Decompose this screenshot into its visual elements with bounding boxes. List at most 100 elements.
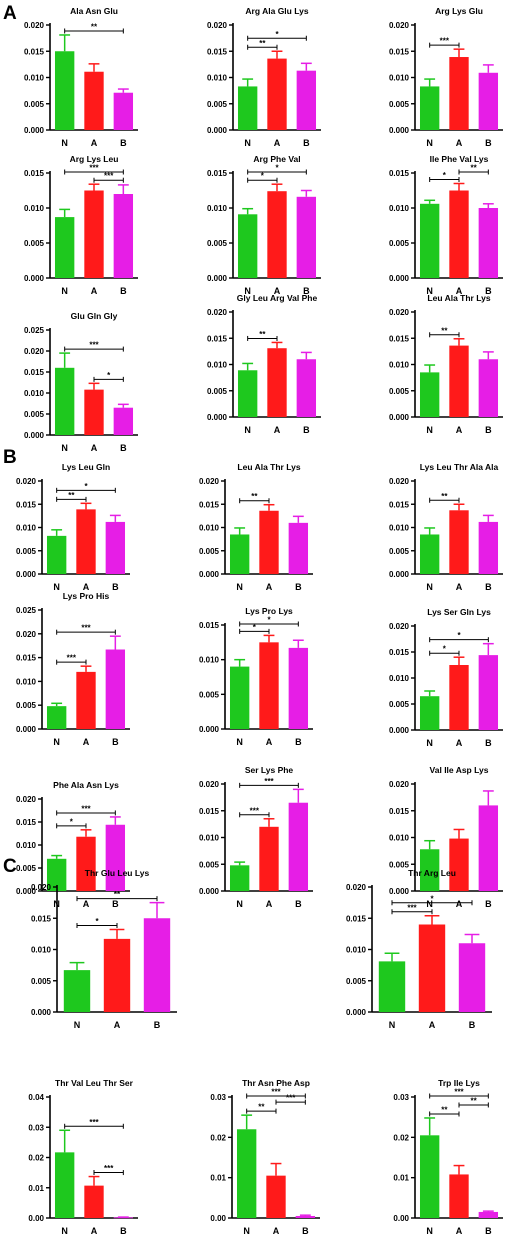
y-tick-label: 0.01 <box>393 1174 409 1183</box>
section-label-c: C <box>3 856 17 877</box>
x-tick-label: B <box>295 582 302 592</box>
y-tick-label: 0.015 <box>207 47 228 56</box>
y-tick-label: 0.005 <box>389 100 410 109</box>
y-tick-label: 0.020 <box>389 308 410 317</box>
bar-b <box>113 92 134 130</box>
chart-title: Thr Asn Phe Asp <box>242 1078 310 1088</box>
significance-label: * <box>457 631 461 640</box>
chart-title: Lys Leu Thr Ala Ala <box>420 462 499 472</box>
y-tick-label: 0.005 <box>199 690 220 699</box>
y-tick-label: 0.01 <box>210 1174 226 1183</box>
bar-b <box>113 1217 134 1219</box>
x-tick-label: N <box>236 737 243 747</box>
y-tick-label: 0.025 <box>16 606 37 615</box>
significance-label: ** <box>91 22 98 31</box>
chart-a-glu-gln-gly: Glu Gln Gly 0.000 0.005 0.010 0.015 0.020 0.02… <box>24 311 138 453</box>
bar-b <box>478 359 499 417</box>
bar-b <box>296 70 317 130</box>
y-tick-label: 0.010 <box>207 74 228 83</box>
significance-label: ** <box>251 492 258 501</box>
y-tick-label: 0.03 <box>210 1093 226 1102</box>
x-tick-label: B <box>120 286 127 296</box>
chart-title: Lys Pro Lys <box>245 606 293 616</box>
y-tick-label: 0.015 <box>389 807 410 816</box>
bar-n <box>54 51 75 130</box>
x-tick-label: N <box>244 138 251 148</box>
x-tick-label: A <box>456 138 463 148</box>
y-tick-label: 0.010 <box>389 74 410 83</box>
y-tick-label: 0.005 <box>207 239 228 248</box>
y-tick-label: 0.020 <box>24 347 45 356</box>
x-tick-label: A <box>273 1226 280 1236</box>
y-tick-label: 0.000 <box>389 887 410 896</box>
bar-n <box>419 534 440 574</box>
bar-n <box>229 865 250 891</box>
x-tick-label: A <box>114 1020 121 1030</box>
section-label-a: A <box>3 3 17 24</box>
x-tick-label: N <box>426 425 433 435</box>
chart-b-lys-leu-gln: Lys Leu Gln 0.000 0.005 0.010 0.015 0.020 N A B *… <box>16 462 130 592</box>
bar-n <box>237 214 258 278</box>
bar-a <box>449 665 469 730</box>
bar-n <box>63 970 91 1012</box>
y-tick-label: 0.04 <box>28 1093 44 1102</box>
bar-b <box>143 918 171 1012</box>
bar-a <box>103 938 131 1012</box>
significance-label: ** <box>68 491 75 500</box>
bar-a <box>84 1185 104 1218</box>
y-tick-label: 0.010 <box>207 204 228 213</box>
y-tick-label: 0.005 <box>16 701 37 710</box>
x-tick-label: B <box>112 737 119 747</box>
y-tick-label: 0.000 <box>24 431 45 440</box>
x-tick-label: N <box>61 443 68 453</box>
bar-n <box>46 858 67 891</box>
y-tick-label: 0.020 <box>199 477 220 486</box>
bar-a <box>449 510 469 574</box>
bar-a <box>449 1174 469 1218</box>
x-tick-label: A <box>274 425 281 435</box>
significance-label: ** <box>258 1103 265 1112</box>
x-tick-label: B <box>469 1020 476 1030</box>
significance-label: * <box>443 171 447 180</box>
y-tick-label: 0.020 <box>199 780 220 789</box>
chart-c-thr-val-leu-thr-ser: Thr Val Leu Thr Ser 0.00 0.01 0.02 0.03 0.04 N… <box>28 1078 138 1236</box>
significance-label: *** <box>89 164 99 173</box>
y-tick-label: 0.00 <box>28 1214 44 1223</box>
significance-label: *** <box>454 1088 464 1097</box>
x-tick-label: N <box>236 582 243 592</box>
y-tick-label: 0.020 <box>207 308 228 317</box>
y-tick-label: 0.005 <box>207 387 228 396</box>
bar-b <box>478 208 499 278</box>
bar-b <box>478 655 499 730</box>
x-tick-label: B <box>485 138 492 148</box>
chart-title: Glu Gln Gly <box>71 311 118 321</box>
bar-a <box>76 671 96 729</box>
y-tick-label: 0.000 <box>346 1008 367 1017</box>
chart-title: Arg Lys Glu <box>435 6 483 16</box>
x-tick-label: B <box>120 138 127 148</box>
significance-label: * <box>261 172 265 181</box>
bar-n <box>237 86 258 130</box>
chart-title: Leu Ala Thr Lys <box>427 293 490 303</box>
y-tick-label: 0.015 <box>31 914 52 923</box>
significance-label: ** <box>259 330 266 339</box>
y-tick-label: 0.020 <box>16 795 37 804</box>
x-tick-label: N <box>74 1020 81 1030</box>
bar-a <box>418 924 446 1012</box>
chart-title: Gly Leu Arg Val Phe <box>237 293 318 303</box>
y-tick-label: 0.02 <box>210 1133 226 1142</box>
bar-n <box>229 534 250 574</box>
bar-b <box>113 194 134 278</box>
bar-b <box>296 359 317 417</box>
x-tick-label: A <box>91 138 98 148</box>
significance-label: * <box>275 30 279 39</box>
significance-label: *** <box>89 341 99 350</box>
chart-a-arg-ala-glu-lys: Arg Ala Glu Lys 0.000 0.005 0.010 0.015 0.020… <box>207 6 321 148</box>
y-tick-label: 0.000 <box>199 570 220 579</box>
y-tick-label: 0.000 <box>207 126 228 135</box>
y-tick-label: 0.010 <box>24 389 45 398</box>
x-tick-label: A <box>83 899 90 909</box>
y-tick-label: 0.020 <box>16 630 37 639</box>
y-tick-label: 0.015 <box>389 169 410 178</box>
